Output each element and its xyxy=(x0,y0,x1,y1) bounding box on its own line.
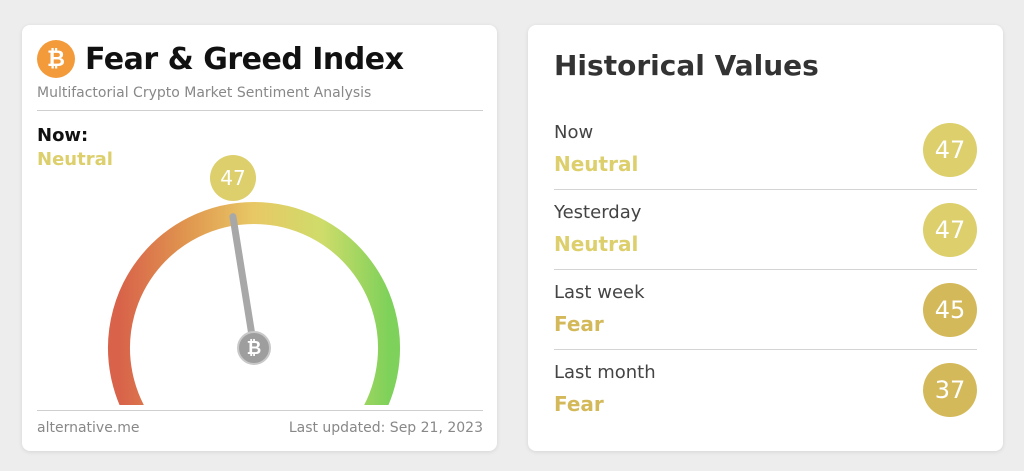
classification-label: Fear xyxy=(554,392,604,416)
svg-text:₿: ₿ xyxy=(247,338,262,359)
value-badge: 47 xyxy=(923,123,977,177)
footer-divider xyxy=(37,410,483,411)
historical-title: Historical Values xyxy=(554,49,819,82)
period-label: Last month xyxy=(554,362,656,383)
value-badge: 37 xyxy=(923,363,977,417)
gauge-value: 47 xyxy=(220,166,245,190)
gauge-hub-icon: ₿ xyxy=(237,331,271,365)
period-label: Now xyxy=(554,122,594,143)
header-divider xyxy=(37,110,483,111)
bitcoin-icon: ₿ xyxy=(37,40,75,78)
period-label: Yesterday xyxy=(554,202,642,223)
page-subtitle: Multifactorial Crypto Market Sentiment A… xyxy=(37,85,372,101)
historical-values-card: Historical Values Now Neutral 47 Yesterd… xyxy=(528,25,1003,451)
row-divider xyxy=(554,349,977,350)
now-label: Now: xyxy=(37,125,89,146)
fear-greed-card: ₿ Fear & Greed Index Multifactorial Cryp… xyxy=(22,25,497,451)
value-bubble: 47 xyxy=(210,155,256,201)
svg-text:₿: ₿ xyxy=(47,47,65,72)
gauge-arc xyxy=(108,202,400,405)
value-badge: 45 xyxy=(923,283,977,337)
source-link[interactable]: alternative.me xyxy=(37,420,140,436)
now-classification: Neutral xyxy=(37,149,113,170)
period-label: Last week xyxy=(554,282,645,303)
gauge: ₿ 47 xyxy=(108,155,400,405)
row-divider xyxy=(554,269,977,270)
value-badge: 47 xyxy=(923,203,977,257)
history-row-last-week: Last week Fear 45 xyxy=(554,270,977,350)
history-row-now: Now Neutral 47 xyxy=(554,110,977,190)
gauge-needle xyxy=(229,213,258,352)
history-row-yesterday: Yesterday Neutral 47 xyxy=(554,190,977,270)
page-title: Fear & Greed Index xyxy=(85,42,404,77)
last-updated: Last updated: Sep 21, 2023 xyxy=(288,420,483,436)
history-row-last-month: Last month Fear 37 xyxy=(554,350,977,430)
classification-label: Fear xyxy=(554,312,604,336)
classification-label: Neutral xyxy=(554,232,639,256)
row-divider xyxy=(554,189,977,190)
classification-label: Neutral xyxy=(554,152,639,176)
